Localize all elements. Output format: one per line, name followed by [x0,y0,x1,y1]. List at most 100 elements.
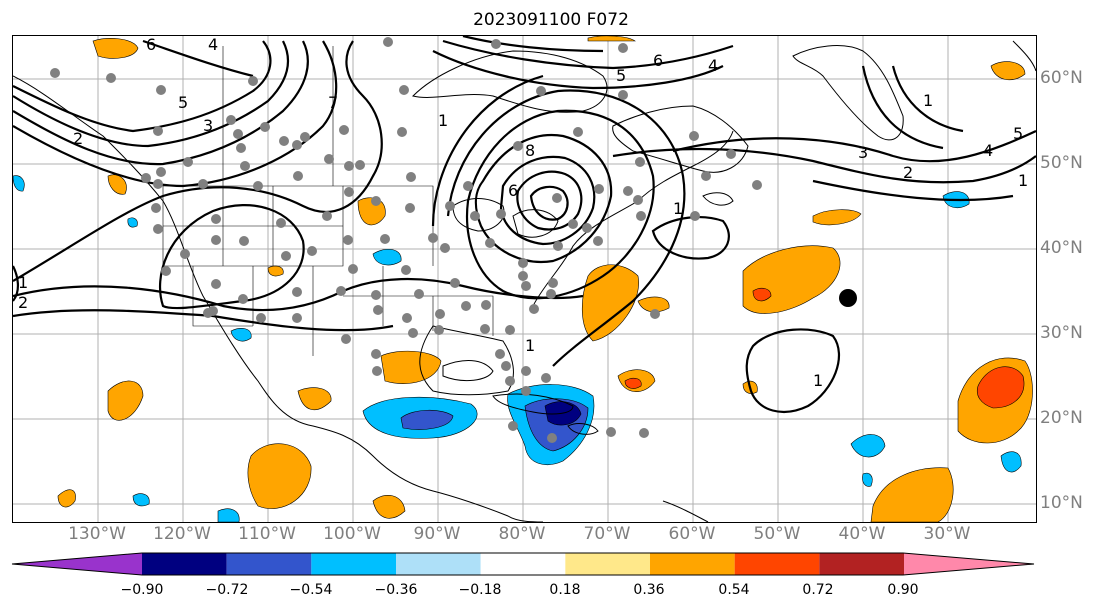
positive-anomaly-patch [976,366,1025,409]
lat-label: 10°N [1040,493,1083,513]
lat-label: 60°N [1040,68,1083,88]
negative-anomaly-patch [127,217,138,228]
lon-label: 80°W [498,524,546,544]
map-title: 2023091100 F072 [473,10,629,30]
lon-label: 70°W [583,524,631,544]
positive-anomaly-patch [92,38,139,59]
colorbar-segment [565,553,650,575]
positive-anomaly-patch [637,296,670,313]
positive-anomaly-patch [870,467,954,522]
lon-label: 50°W [753,524,801,544]
colorbar-segment [12,553,142,575]
contour-label: 3 [203,116,213,135]
contour-label: 1 [923,91,933,110]
contour-label: 5 [1013,124,1023,143]
colorbar-segment [734,553,820,575]
station-markers [50,37,762,443]
colorbar-segments [12,553,1034,575]
contour-label: 5 [178,93,188,112]
lon-label: 100°W [323,524,381,544]
colorbar-tick-label: −0.36 [374,582,418,598]
positive-anomaly-patch [372,494,406,519]
colorbar-segment [819,553,904,575]
contour-label: 3 [858,143,868,162]
lon-label: 60°W [668,524,716,544]
negative-anomaly-patch [862,472,873,487]
lon-label: 90°W [413,524,461,544]
contour-label: 1 [438,111,448,130]
positive-anomaly-patch [742,245,841,314]
colorbar [11,552,1035,576]
contour-label: 6 [508,181,518,200]
negative-anomaly-patch [1000,451,1022,473]
positive-anomaly-patch [624,377,642,389]
colorbar-segment [311,553,396,575]
colorbar-tick-label: −0.72 [205,582,249,598]
positive-anomaly-patch [107,174,127,195]
contour-label: 1 [813,371,823,390]
contour-label: 6 [146,36,156,54]
lon-label: 120°W [153,524,211,544]
contour-label: 8 [525,141,535,160]
lon-label: 40°W [838,524,886,544]
colorbar-tick-label: 0.54 [718,582,750,598]
lon-label: 130°W [68,524,126,544]
map-canvas: 6 4 3 5 2 1 5 4 3 2 1 6 7 8 1 1 6 4 5 1 … [13,36,1036,522]
contour-label: 1 [1018,171,1028,190]
negative-anomaly-patch [217,508,240,522]
height-contours [13,36,1036,413]
contour-label: 4 [983,141,993,160]
positive-anomaly-patch [812,209,862,226]
positive-anomaly-patch [380,350,442,384]
contour-label: 2 [18,293,28,312]
map-panel: 6 4 3 5 2 1 5 4 3 2 1 6 7 8 1 1 6 4 5 1 … [12,35,1037,523]
contour-label: 7 [328,93,338,112]
contour-labels: 6 4 3 5 2 1 5 4 3 2 1 6 7 8 1 1 6 4 5 1 … [18,36,1028,390]
positive-anomaly-patch [581,264,639,342]
contour-label: 1 [673,199,683,218]
positive-anomaly-patch [107,380,144,421]
contour-label: 2 [73,129,83,148]
colorbar-tick-label: 0.90 [887,582,919,598]
contour-label: 4 [708,56,718,75]
lat-label: 20°N [1040,408,1083,428]
contour-label: 2 [903,163,913,182]
colorbar-tick-label: 0.36 [633,582,665,598]
colorbar-segment [480,553,566,575]
colorbar-tick-label: −0.90 [120,582,164,598]
positive-anomaly-patch [267,265,284,277]
positive-anomaly-patch [587,36,636,42]
colorbar-segment [650,553,735,575]
lon-label: 30°W [923,524,971,544]
colorbar-tick-label: −0.18 [458,582,502,598]
lat-label: 40°N [1040,238,1083,258]
negative-anomaly-patch [400,409,454,430]
negative-anomaly-patch [230,328,252,342]
colorbar-segment [396,553,481,575]
colorbar-tick-label: −0.54 [289,582,333,598]
contour-label: 1 [18,273,28,292]
state-borders [162,46,494,356]
colorbar-segment [142,553,227,575]
negative-anomaly-patch [372,248,402,266]
negative-anomaly-patch [850,434,886,458]
contour-label: 5 [616,66,626,85]
positive-anomaly-patch [990,61,1026,81]
colorbar-segment [904,553,1034,575]
negative-anomaly-patch [13,175,25,192]
filled-anomalies [13,36,1033,522]
positive-anomaly-patch [752,287,772,302]
contour-label: 4 [208,36,218,54]
positive-anomaly-patch [297,387,332,410]
contour-label: 1 [525,336,535,355]
contour-label: 6 [653,51,663,70]
lat-label: 30°N [1040,323,1083,343]
positive-anomaly-patch [247,443,312,509]
storm-center-marker [839,289,857,307]
colorbar-tick-label: 0.18 [549,582,581,598]
colorbar-tick-label: 0.72 [802,582,834,598]
lon-label: 110°W [238,524,296,544]
positive-anomaly-patch [57,489,76,508]
lat-label: 50°N [1040,153,1083,173]
negative-anomaly-patch [132,493,150,507]
